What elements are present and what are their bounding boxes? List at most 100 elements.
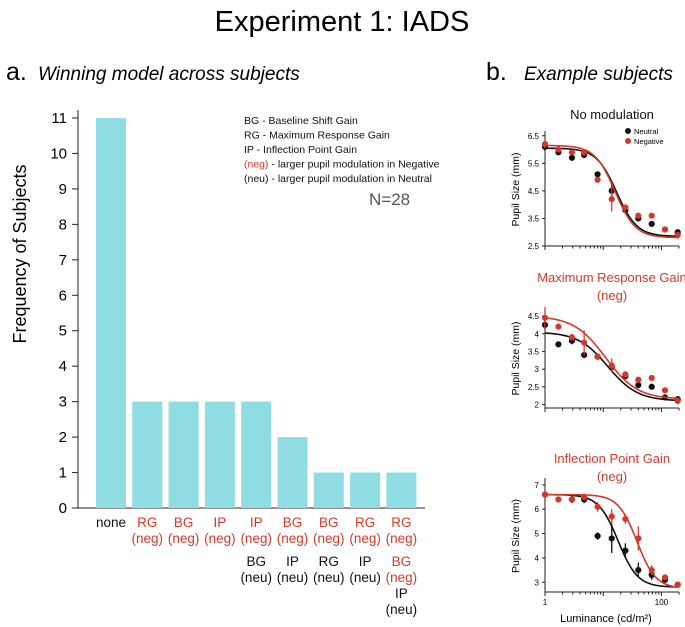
figure-title: Experiment 1: IADS [215,6,470,38]
bar-3 [168,401,199,508]
bar-x-label: RG [355,515,375,530]
data-point-neutral [594,171,601,178]
legend-line: RG - Maximum Response Gain [244,130,390,142]
data-point-negative [648,566,655,574]
bar-y-tick-label: 9 [59,181,67,198]
bar-y-tick-label: 3 [59,394,67,411]
plot-x-tick-label: 1 [543,598,548,607]
data-point-negative [555,496,562,503]
data-point-negative [661,387,669,394]
bar-x-label: (neg) [349,531,381,546]
bar-x-label: (neg) [240,531,272,546]
bar-x-label: (neu) [313,570,345,585]
plot-y-tick-label: 2.5 [528,242,540,251]
fit-curve-negative [544,144,680,239]
legend-line: (neu) - larger pupil modulation in Neutr… [244,173,432,185]
plot-y-tick-label: 2.5 [528,383,540,392]
data-point-negative [661,574,669,581]
data-point-negative [594,503,601,510]
data-point-negative [608,196,615,203]
plot-y-tick-label: 3 [535,365,540,374]
data-point-neutral [608,535,615,542]
bar-y-tick-label: 4 [59,358,67,375]
bar-x-label: IP [286,554,299,569]
plot-y-tick-label: 2 [535,400,540,409]
bar-9 [386,472,417,508]
plot-no-modulation: No modulation Pupil Size (mm) 2.5 3.5 4.5 5.5… [510,107,681,251]
bar-x-label: BG [319,515,339,530]
data-point-negative [581,493,588,501]
bar-x-label: (neg) [386,570,418,585]
bar-chart: Frequency of Subjects 0 1 2 3 4 5 6 7 8 9 10 11 non… [10,110,440,617]
data-point-negative [648,374,655,382]
bar-x-label: RG [391,515,411,530]
bar-x-label: (neg) [313,531,345,546]
data-point-negative [635,212,642,219]
data-point-negative [674,397,681,405]
plot-y-tick-label: 4.5 [528,312,540,321]
plot-y-tick-label: 6 [535,505,540,514]
plot-y-tick-label: 7 [535,481,540,490]
bar-x-label: (neg) [204,531,236,546]
data-point-negative [568,149,576,156]
legend-line: IP - Inflection Point Gain [244,144,357,156]
plot-y-tick-label: 3.5 [528,347,540,356]
bar-x-label: IP [395,586,408,601]
plot-y-axis-label: Pupil Size (mm) [510,152,522,226]
panel-a-letter: a. [6,58,27,86]
plot-y-tick-label: 3 [535,578,540,587]
plot-y-tick-label: 5.5 [528,159,540,168]
bar-5 [241,401,272,508]
data-point-negative [635,535,642,542]
bar-7 [313,472,344,508]
bar-x-label: none [96,515,126,530]
bar-x-label: (neg) [132,531,164,546]
data-point-neutral [635,381,642,389]
data-point-negative [581,149,588,156]
bar-y-tick-label: 11 [51,110,67,127]
data-point-negative [581,339,588,346]
bar-y-tick-label: 2 [59,429,67,446]
data-point-neutral [568,154,576,161]
data-point-negative [648,212,655,219]
bar-y-tick-label: 10 [50,145,67,162]
bar-series [96,118,417,508]
data-point-negative [541,314,549,321]
data-point-negative [568,496,576,503]
legend-line: (neg) - larger pupil modulation in Negat… [244,159,440,171]
plot-x-axis-label: Luminance (cd/m²) [560,613,652,625]
legend-label: Negative [634,137,664,146]
data-point-negative [661,226,669,233]
bar-x-label: BG [246,554,266,569]
legend-text: - larger pupil modulation in Negative [269,159,440,171]
bar-y-tick-label: 8 [59,216,67,233]
bar-8 [350,472,381,508]
bar-legend: BG - Baseline Shift Gain RG - Maximum Res… [244,115,440,185]
bar-x-label: BG [283,515,303,530]
data-point-neutral [594,532,601,540]
bar-1 [96,118,126,508]
plot-y-tick-label: 6.5 [528,132,540,141]
legend-line: BG - Baseline Shift Gain [244,115,358,127]
bar-6 [277,437,308,508]
bar-2 [132,401,163,508]
plot-subtitle: (neg) [597,288,627,303]
plot-title: No modulation [570,107,654,122]
data-point-negative [622,371,629,378]
data-point-negative [594,353,601,360]
data-point-negative [568,334,576,341]
data-point-negative [608,513,615,520]
bar-y-tick-label: 7 [59,252,67,269]
bar-x-label: IP [359,554,372,569]
data-point-neutral [622,547,629,554]
data-point-negative [674,231,681,239]
legend-prefix: (neg) [244,159,269,171]
data-point-neutral [555,341,562,348]
plot-title: Maximum Response Gain [537,270,685,285]
data-point-negative [635,376,642,383]
plot-title: Inflection Point Gain [554,451,670,466]
bar-x-label: (neu) [349,570,381,585]
bar-x-label: RG [137,515,157,530]
sample-size-annotation: N=28 [369,190,410,209]
